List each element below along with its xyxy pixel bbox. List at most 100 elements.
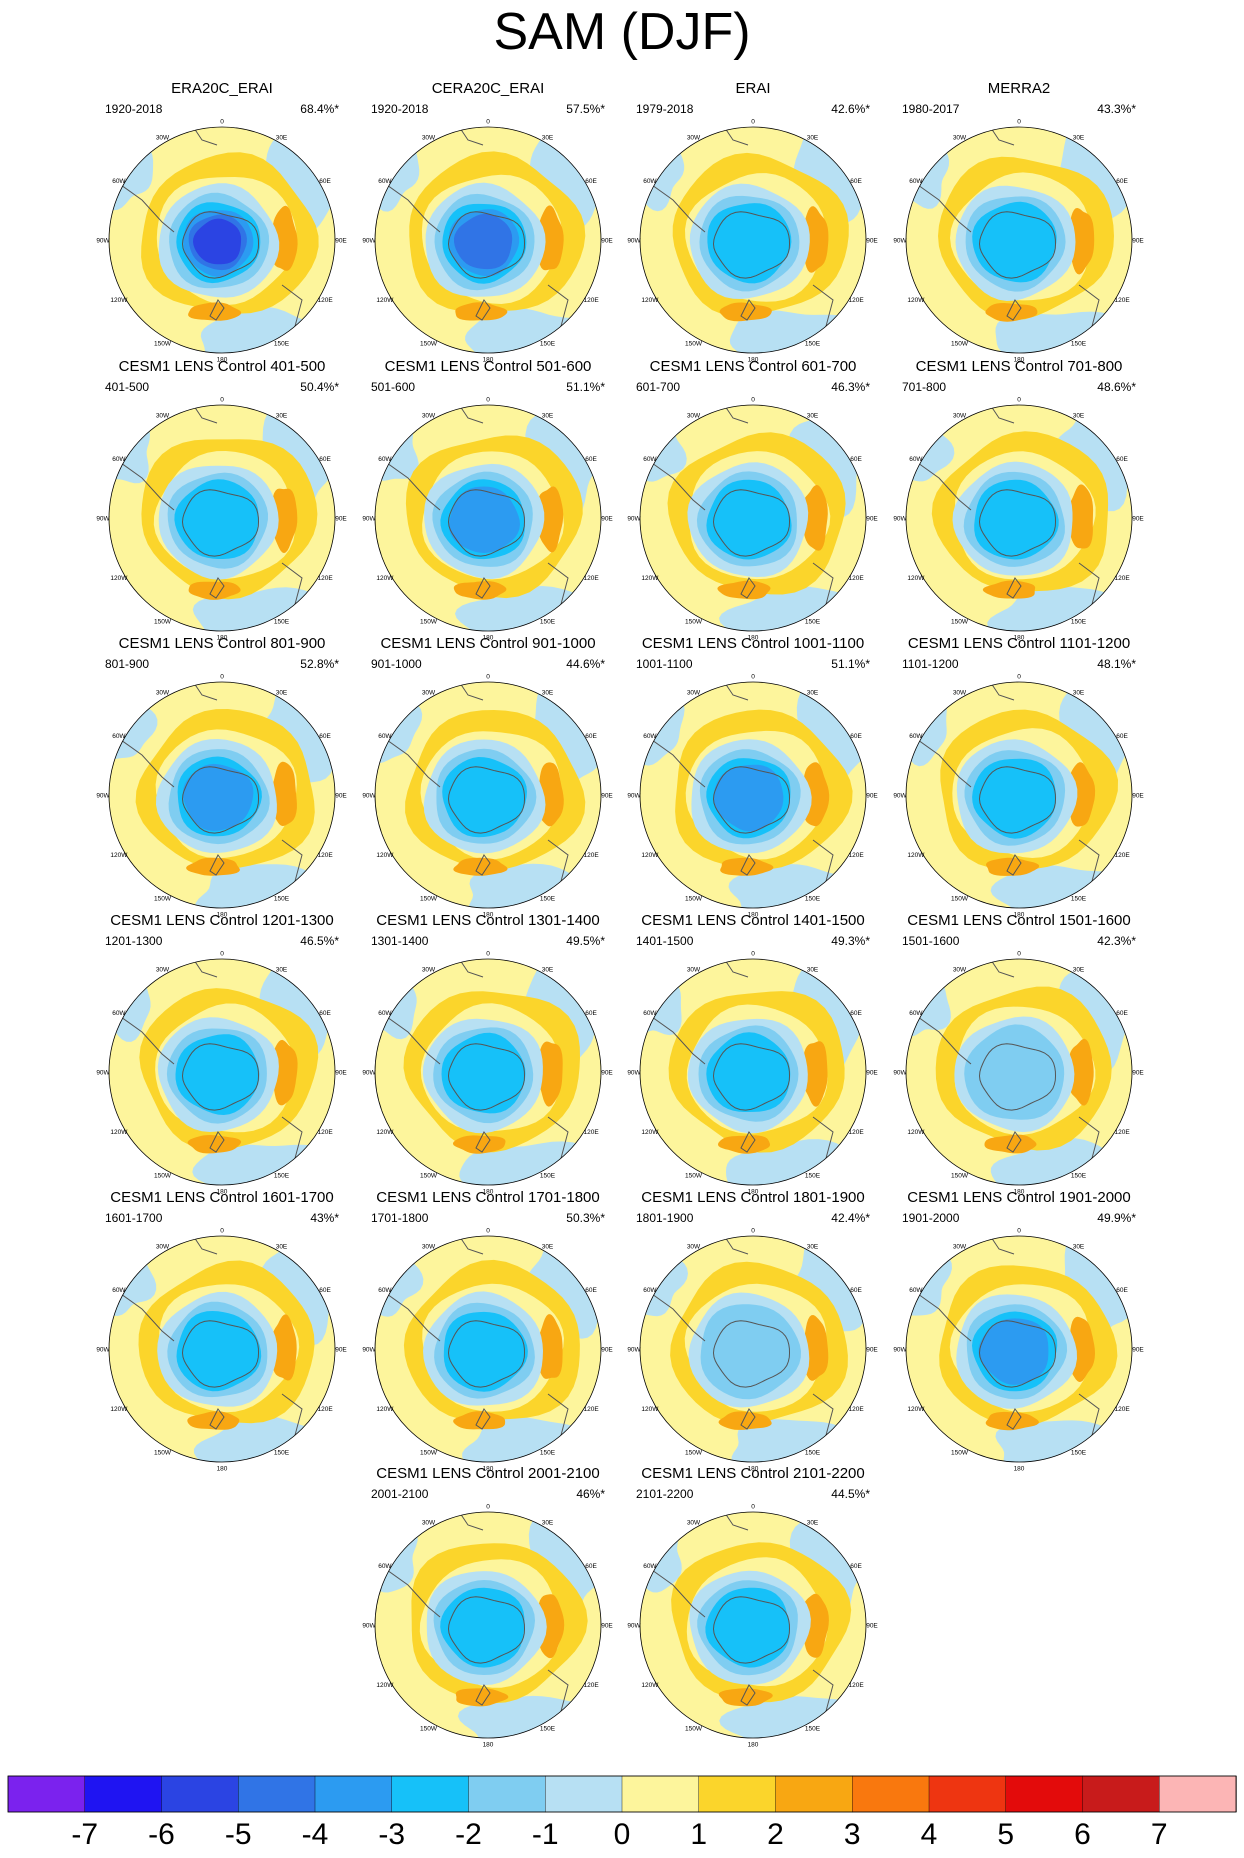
- longitude-tick-label: 60W: [643, 1287, 657, 1294]
- panel-title: CESM1 LENS Control 501-600: [385, 358, 592, 375]
- panel-title: CESM1 LENS Control 1201-1300: [110, 912, 333, 929]
- map-panel: 0 30E 60E 90E 120E 150E 180 150W 120W 90W 60W 30W CE…: [893, 912, 1144, 1196]
- longitude-tick-label: 150W: [420, 619, 438, 626]
- longitude-tick-label: 30E: [1073, 689, 1085, 696]
- longitude-tick-label: 180: [217, 912, 228, 919]
- longitude-tick-label: 60W: [378, 1287, 392, 1294]
- map-panel: 0 30E 60E 90E 120E 150E 180 150W 120W 90W 60W 30W CE…: [96, 1189, 347, 1473]
- longitude-tick-label: 90E: [1132, 1070, 1144, 1077]
- positive-blob: [453, 1411, 506, 1430]
- longitude-tick-label: 150E: [274, 1450, 290, 1457]
- map-panel: 0 30E 60E 90E 120E 150E 180 150W 120W 90W 60W 30W CE…: [96, 635, 347, 919]
- longitude-tick-label: 60E: [850, 1010, 862, 1017]
- longitude-tick-label: 90W: [96, 1070, 110, 1077]
- map-boundary: [639, 1511, 867, 1739]
- longitude-tick-label: 30W: [687, 1519, 701, 1526]
- antarctica-coastline: [181, 1043, 260, 1111]
- longitude-tick-label: 30E: [542, 1243, 554, 1250]
- longitude-tick-label: 90E: [866, 1070, 878, 1077]
- longitude-tick-label: 30E: [807, 966, 819, 973]
- map-panel: 0 30E 60E 90E 120E 150E 180 150W 120W 90W 60W 30W ER…: [96, 80, 347, 364]
- positive-blob: [536, 1314, 563, 1379]
- longitude-tick-label: 150W: [951, 341, 969, 348]
- map-boundary: [905, 958, 1133, 1186]
- longitude-tick-label: 60E: [850, 1563, 862, 1570]
- positive-blob: [455, 302, 508, 321]
- longitude-tick-label: 0: [751, 674, 755, 681]
- positive-blob: [270, 1314, 297, 1381]
- panel-title: ERAI: [735, 80, 770, 97]
- longitude-tick-label: 30E: [276, 689, 288, 696]
- longitude-tick-label: 120E: [1115, 575, 1131, 582]
- colorbar-segment: [928, 1775, 1007, 1813]
- positive-blob: [271, 488, 298, 554]
- longitude-tick-label: 120W: [110, 852, 128, 859]
- longitude-tick-label: 30E: [1073, 966, 1085, 973]
- panel-period: 1920-2018: [105, 102, 163, 116]
- south-america-coastline: [906, 1006, 972, 1065]
- panel-variance: 42.6%*: [831, 102, 870, 116]
- positive-blob: [1066, 484, 1094, 549]
- longitude-tick-label: 150W: [154, 1450, 172, 1457]
- negative-core-level: [974, 479, 1059, 560]
- longitude-tick-label: 90E: [335, 238, 347, 245]
- longitude-tick-label: 60W: [112, 1287, 126, 1294]
- colorbar-label: -4: [302, 1818, 329, 1851]
- map-field: [906, 1236, 1132, 1462]
- negative-core-level: [442, 757, 527, 838]
- new-zealand-coastline: [1006, 577, 1022, 599]
- longitude-tick-label: 30W: [422, 1243, 436, 1250]
- longitude-tick-label: 120W: [110, 1129, 128, 1136]
- negative-core-level: [440, 1587, 525, 1668]
- colorbar-segment: [238, 1775, 316, 1813]
- longitude-tick-label: 120W: [641, 297, 659, 304]
- longitude-tick-label: 150E: [1071, 896, 1087, 903]
- colorbar-segment: [1005, 1775, 1084, 1813]
- panel-variance: 42.4%*: [831, 1211, 870, 1225]
- longitude-tick-label: 180: [217, 1189, 228, 1196]
- colorbar-segment: [545, 1775, 623, 1813]
- longitude-tick-label: 90E: [335, 793, 347, 800]
- map-field: [906, 959, 1132, 1185]
- longitude-tick-label: 150W: [951, 619, 969, 626]
- new-zealand-coastline: [1006, 299, 1022, 321]
- longitude-tick-label: 90E: [335, 516, 347, 523]
- longitude-tick-label: 60E: [585, 733, 597, 740]
- longitude-tick-label: 150E: [805, 896, 821, 903]
- map-boundary: [108, 958, 336, 1186]
- new-zealand-coastline: [209, 1408, 225, 1430]
- longitude-tick-label: 0: [220, 674, 224, 681]
- panel-title: CESM1 LENS Control 1601-1700: [110, 1189, 333, 1206]
- map-panel: 0 30E 60E 90E 120E 150E 180 150W 120W 90W 60W 30W CE…: [893, 1189, 1144, 1473]
- longitude-tick-label: 0: [220, 119, 224, 126]
- longitude-tick-label: 180: [1014, 912, 1025, 919]
- colorbar-segment: [84, 1775, 163, 1813]
- panel-variance: 48.1%*: [1097, 657, 1136, 671]
- longitude-tick-label: 0: [486, 1504, 490, 1511]
- longitude-tick-label: 150E: [805, 1726, 821, 1733]
- positive-blob: [801, 484, 828, 551]
- longitude-tick-label: 30E: [276, 966, 288, 973]
- longitude-tick-label: 150E: [540, 619, 556, 626]
- colorbar-label: 4: [921, 1818, 938, 1851]
- longitude-tick-label: 30W: [953, 412, 967, 419]
- longitude-tick-label: 120E: [584, 1406, 600, 1413]
- map-panel: 0 30E 60E 90E 120E 150E 180 150W 120W 90W 60W 30W ME…: [893, 80, 1144, 364]
- antarctica-coastline: [181, 489, 260, 557]
- south-america-coastline: [640, 174, 706, 233]
- negative-patch: [375, 961, 417, 1040]
- new-zealand-coastline: [475, 1131, 491, 1153]
- south-america-coastline: [109, 1006, 175, 1065]
- longitude-tick-label: 60E: [1116, 456, 1128, 463]
- antarctica-coastline: [447, 211, 526, 279]
- antarctica-coastline: [447, 489, 526, 557]
- panel-variance: 46.5%*: [300, 934, 339, 948]
- positive-blob: [717, 580, 771, 600]
- panel-variance: 49.9%*: [1097, 1211, 1136, 1225]
- longitude-tick-label: 0: [1017, 674, 1021, 681]
- negative-core-level: [972, 758, 1057, 839]
- panel-period: 401-500: [105, 380, 149, 394]
- longitude-tick-label: 0: [220, 1228, 224, 1235]
- longitude-tick-label: 90W: [96, 793, 110, 800]
- longitude-tick-label: 150E: [274, 619, 290, 626]
